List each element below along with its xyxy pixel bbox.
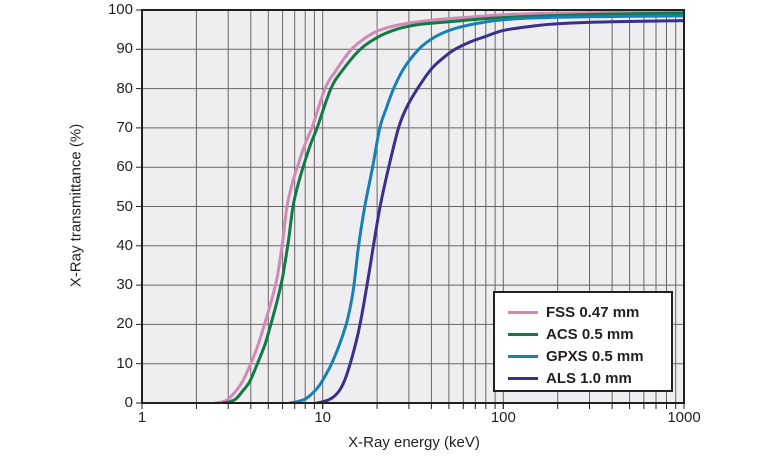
curve-gpxs (288, 14, 684, 403)
legend-line-swatch (508, 332, 538, 336)
curve-fss (213, 10, 684, 403)
x-tick-label: 1000 (667, 409, 701, 426)
series-curves (213, 10, 684, 403)
legend-item: ALS 1.0 mm (508, 367, 671, 389)
legend-label: GPXS 0.5 mm (546, 347, 644, 365)
y-tick-label: 10 (116, 354, 133, 372)
legend-label: FSS 0.47 mm (546, 303, 640, 321)
y-tick-label: 100 (107, 1, 133, 18)
axis-ticks (136, 9, 685, 409)
curve-als (315, 19, 684, 403)
legend-item: FSS 0.47 mm (508, 301, 671, 323)
y-tick-label: 20 (116, 315, 133, 333)
y-axis-title: X-Ray transmittance (%) (67, 123, 85, 288)
legend-label: ACS 0.5 mm (546, 325, 634, 343)
plot-frame (141, 9, 685, 404)
legend-line-swatch (508, 354, 538, 358)
x-tick-label: 100 (490, 409, 516, 426)
y-tick-label: 90 (116, 40, 133, 58)
legend-line-swatch (508, 310, 538, 314)
y-tick-label: 50 (116, 197, 133, 215)
y-tick-label: 0 (124, 394, 133, 411)
y-tick-label: 70 (116, 118, 133, 136)
x-tick-label: 1 (137, 409, 147, 426)
legend-item: ACS 0.5 mm (508, 323, 671, 345)
legend: FSS 0.47 mm ACS 0.5 mm GPXS 0.5 mm ALS 1.0 … (493, 291, 673, 392)
y-tick-label: 40 (116, 236, 133, 254)
y-tick-label: 80 (116, 79, 133, 97)
curve-acs (221, 11, 684, 403)
y-tick-label: 60 (116, 158, 133, 176)
y-tick-label: 30 (116, 276, 133, 294)
legend-line-swatch (508, 376, 538, 380)
x-axis-title: X-Ray energy (keV) (348, 434, 480, 451)
legend-item: GPXS 0.5 mm (508, 345, 671, 367)
x-tick-label: 10 (314, 409, 331, 426)
legend-label: ALS 1.0 mm (546, 369, 632, 387)
